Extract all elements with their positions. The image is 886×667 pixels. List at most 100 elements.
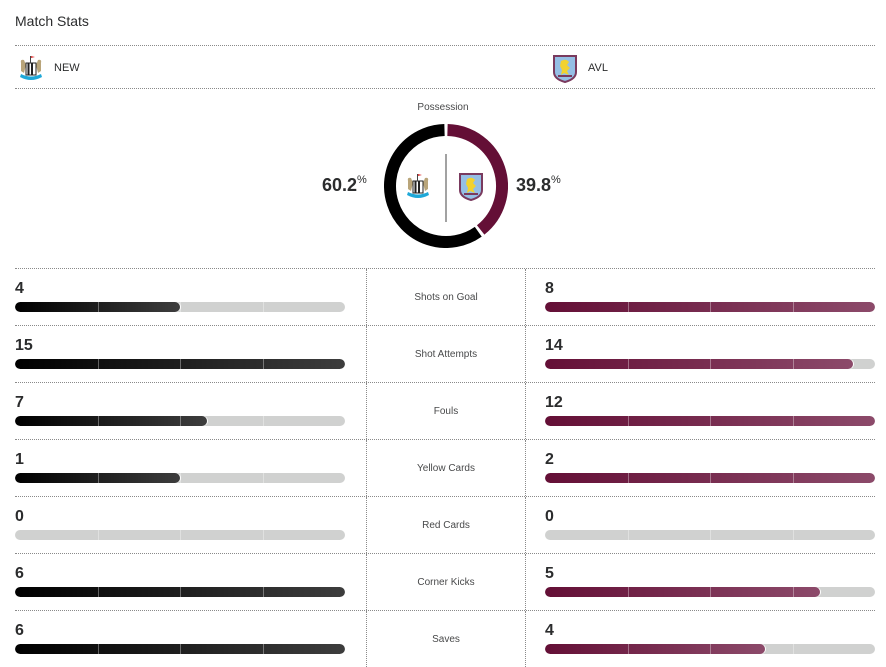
home-stat-bar bbox=[15, 530, 345, 540]
away-stat-value: 14 bbox=[545, 337, 563, 354]
bar-tick bbox=[792, 473, 794, 483]
stat-row: 6 Corner Kicks 5 bbox=[15, 553, 875, 610]
away-stat-bar-fill bbox=[545, 302, 875, 312]
stat-row: 15 Shot Attempts 14 bbox=[15, 325, 875, 382]
home-team: NEW bbox=[16, 53, 80, 83]
away-stat-bar-fill bbox=[545, 473, 875, 483]
stat-row: 6 Saves 4 bbox=[15, 610, 875, 667]
bar-tick bbox=[710, 587, 711, 597]
bar-tick bbox=[97, 644, 99, 654]
home-stat-bar-fill bbox=[15, 644, 345, 654]
page-title: Match Stats bbox=[15, 13, 89, 29]
bar-tick bbox=[262, 302, 264, 312]
divider bbox=[15, 88, 875, 89]
away-stat-bar-fill bbox=[545, 359, 853, 369]
away-stat-value: 4 bbox=[545, 622, 554, 639]
home-stat-bar-fill bbox=[15, 473, 180, 483]
home-stat-value: 7 bbox=[15, 394, 24, 411]
home-stat-value: 1 bbox=[15, 451, 24, 468]
home-possession-arc bbox=[384, 124, 482, 248]
bar-tick bbox=[180, 530, 181, 540]
home-team-abbr: NEW bbox=[54, 62, 80, 74]
stat-label: Fouls bbox=[366, 383, 526, 439]
bar-tick bbox=[180, 416, 181, 426]
away-stat-bar bbox=[545, 473, 875, 483]
away-stat-bar-fill bbox=[545, 587, 820, 597]
stat-label: Shots on Goal bbox=[366, 269, 526, 325]
bar-tick bbox=[627, 530, 629, 540]
home-stat-bar bbox=[15, 587, 345, 597]
away-team-abbr: AVL bbox=[588, 62, 608, 74]
bar-tick bbox=[710, 302, 711, 312]
home-stat-bar bbox=[15, 302, 345, 312]
bar-tick bbox=[792, 359, 794, 369]
bar-tick bbox=[710, 644, 711, 654]
away-stat-value: 8 bbox=[545, 280, 554, 297]
away-possession-value: 39.8% bbox=[516, 174, 561, 195]
stat-label: Corner Kicks bbox=[366, 554, 526, 610]
bar-tick bbox=[710, 473, 711, 483]
bar-tick bbox=[627, 359, 629, 369]
bar-tick bbox=[180, 359, 181, 369]
home-stat-bar-fill bbox=[15, 416, 208, 426]
stat-row: 4 Shots on Goal 8 bbox=[15, 268, 875, 325]
bar-tick bbox=[710, 416, 711, 426]
away-stat-value: 12 bbox=[545, 394, 563, 411]
newcastle-crest-icon bbox=[407, 174, 429, 198]
home-stat-bar bbox=[15, 359, 345, 369]
bar-tick bbox=[792, 302, 794, 312]
stat-row: 0 Red Cards 0 bbox=[15, 496, 875, 553]
stats-table: 4 Shots on Goal 8 15 Shot Attempts 14 7 … bbox=[15, 268, 875, 667]
home-possession-value: 60.2% bbox=[322, 174, 367, 195]
aston-villa-crest-icon bbox=[459, 173, 483, 202]
stat-label: Red Cards bbox=[366, 497, 526, 553]
bar-tick bbox=[180, 302, 181, 312]
home-stat-bar-fill bbox=[15, 359, 345, 369]
bar-tick bbox=[627, 473, 629, 483]
bar-tick bbox=[180, 644, 181, 654]
bar-tick bbox=[97, 359, 99, 369]
bar-tick bbox=[627, 644, 629, 654]
bar-tick bbox=[792, 644, 794, 654]
bar-tick bbox=[262, 587, 264, 597]
bar-tick bbox=[180, 587, 181, 597]
bar-tick bbox=[262, 416, 264, 426]
away-stat-bar-fill bbox=[545, 644, 766, 654]
away-stat-bar bbox=[545, 644, 875, 654]
bar-tick bbox=[180, 473, 181, 483]
stat-label: Saves bbox=[366, 611, 526, 667]
possession-label: Possession bbox=[417, 102, 469, 113]
bar-tick bbox=[97, 473, 99, 483]
bar-tick bbox=[97, 587, 99, 597]
stat-row: 7 Fouls 12 bbox=[15, 382, 875, 439]
away-stat-bar bbox=[545, 416, 875, 426]
stat-label: Shot Attempts bbox=[366, 326, 526, 382]
home-stat-bar bbox=[15, 644, 345, 654]
bar-tick bbox=[792, 530, 794, 540]
bar-tick bbox=[97, 530, 99, 540]
away-stat-value: 5 bbox=[545, 565, 554, 582]
bar-tick bbox=[710, 530, 711, 540]
bar-tick bbox=[792, 416, 794, 426]
home-stat-value: 6 bbox=[15, 622, 24, 639]
home-stat-value: 6 bbox=[15, 565, 24, 582]
away-possession-arc bbox=[447, 124, 508, 235]
away-stat-bar-fill bbox=[545, 416, 875, 426]
bar-tick bbox=[97, 302, 99, 312]
home-stat-value: 4 bbox=[15, 280, 24, 297]
bar-tick bbox=[262, 644, 264, 654]
divider bbox=[15, 45, 875, 46]
bar-tick bbox=[262, 530, 264, 540]
home-stat-value: 15 bbox=[15, 337, 33, 354]
away-stat-bar bbox=[545, 530, 875, 540]
bar-tick bbox=[97, 416, 99, 426]
possession-donut bbox=[384, 124, 508, 248]
home-stat-bar bbox=[15, 416, 345, 426]
home-stat-value: 0 bbox=[15, 508, 24, 525]
home-stat-bar bbox=[15, 473, 345, 483]
bar-tick bbox=[262, 473, 264, 483]
bar-tick bbox=[627, 416, 629, 426]
bar-tick bbox=[792, 587, 794, 597]
away-stat-bar bbox=[545, 587, 875, 597]
bar-tick bbox=[262, 359, 264, 369]
